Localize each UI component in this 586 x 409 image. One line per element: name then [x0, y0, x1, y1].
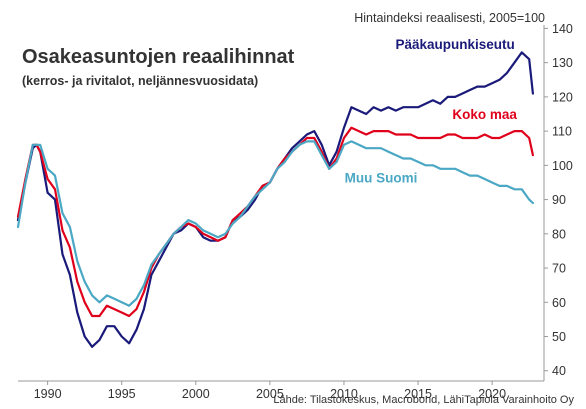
x-tick-label: 2000 — [182, 387, 210, 401]
source-note: Lähde: Tilastokeskus, Macrobond, LähiTap… — [273, 394, 574, 406]
series-layer — [16, 51, 534, 348]
y-tick-label: 140 — [552, 22, 573, 36]
series-label-paakaupunkiseutu: Pääkaupunkiseutu — [395, 37, 514, 52]
x-axis-ticks: 1990 1995 2000 2005 2010 2015 2020 — [34, 381, 506, 401]
y-tick-label: 130 — [552, 56, 573, 70]
series-label-koko-maa: Koko maa — [452, 107, 517, 122]
series-labels: Pääkaupunkiseutu Koko maa Muu Suomi — [345, 37, 518, 186]
y-tick-label: 70 — [552, 262, 566, 276]
x-tick-label: 2010 — [330, 387, 358, 401]
series-line-koko-maa — [16, 126, 534, 318]
series-line-paakaupunkiseutu — [16, 51, 534, 348]
x-tick-label: 1995 — [108, 387, 136, 401]
chart-subtitle: (kerros- ja rivitalot, neljännesvuosidat… — [22, 74, 258, 88]
y-axis-ticks: 40 50 60 70 80 90 100 110 120 130 140 — [544, 22, 573, 378]
y-tick-label: 120 — [552, 90, 573, 104]
chart-title: Osakeasuntojen reaalihinnat — [22, 46, 295, 68]
y-tick-label: 50 — [552, 330, 566, 344]
y-tick-label: 90 — [552, 193, 566, 207]
series-label-muu-suomi: Muu Suomi — [345, 171, 418, 186]
x-tick-label: 1990 — [34, 387, 62, 401]
y-tick-label: 110 — [552, 125, 572, 139]
x-tick-label: 2020 — [478, 387, 506, 401]
y-tick-label: 100 — [552, 159, 573, 173]
y-tick-label: 40 — [552, 364, 566, 378]
x-tick-label: 2005 — [256, 387, 284, 401]
series-line-muu-suomi — [16, 140, 534, 307]
y-axis-label: Hintaindeksi reaalisesti, 2005=100 — [354, 11, 545, 25]
y-tick-label: 80 — [552, 227, 566, 241]
y-tick-label: 60 — [552, 296, 566, 310]
x-tick-label: 2015 — [404, 387, 432, 401]
